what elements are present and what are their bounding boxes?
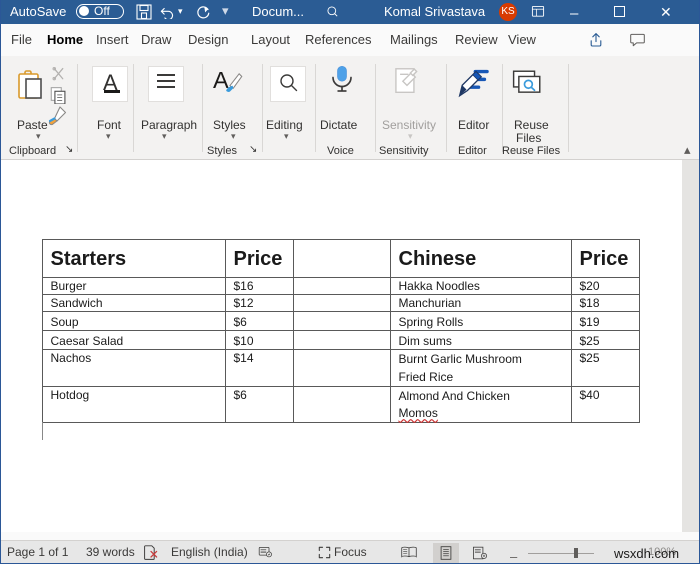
svg-text:A: A	[213, 67, 229, 93]
